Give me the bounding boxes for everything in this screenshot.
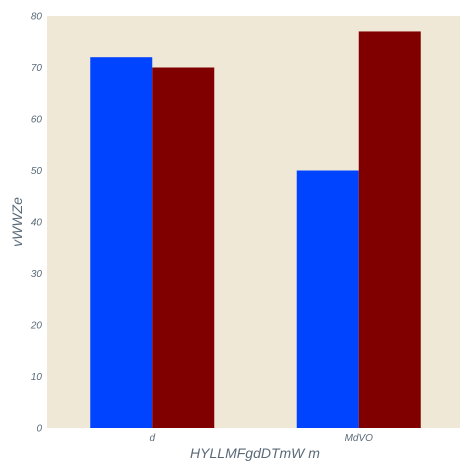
bar-MdVO-series-1 <box>296 170 359 428</box>
y-tick-label: 30 <box>31 269 43 280</box>
x-tick-label: MdVO <box>345 433 374 444</box>
y-tick-label: 50 <box>31 166 43 177</box>
y-tick-label: 80 <box>31 12 43 23</box>
y-tick-label: 0 <box>36 424 42 435</box>
y-axis-title: vWWZe <box>9 197 25 247</box>
y-tick-label: 60 <box>31 115 43 126</box>
y-axis-ticks: 0 10 20 30 40 50 60 70 80 <box>30 12 43 435</box>
x-axis-title: HYLLMFgdDTmW m <box>190 445 320 461</box>
y-tick-label: 40 <box>31 218 43 229</box>
bar-d-series-2 <box>152 67 215 428</box>
bar-MdVO-series-2 <box>358 31 421 428</box>
bars-layer <box>90 31 421 428</box>
y-tick-label: 10 <box>31 372 43 383</box>
y-tick-label: 20 <box>30 321 43 332</box>
bar-d-series-1 <box>90 57 153 428</box>
x-axis-ticks: d MdVO <box>149 433 373 444</box>
y-tick-label: 70 <box>31 63 43 74</box>
x-tick-label: d <box>149 433 155 444</box>
